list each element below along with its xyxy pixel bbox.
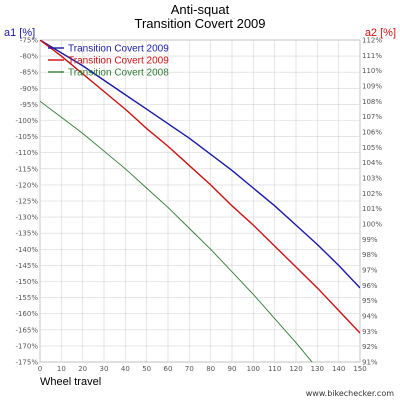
x-tick-label: 30 xyxy=(100,365,109,373)
y-right-tick-label: 97% xyxy=(362,267,378,275)
y-left-tick-label: -80% xyxy=(20,53,38,61)
y-right-tick-label: 91% xyxy=(362,359,378,367)
y-left-tick-label: -150% xyxy=(15,278,38,286)
chart-subtitle: Transition Covert 2009 xyxy=(134,16,265,31)
y-left-tick-label: -140% xyxy=(15,246,38,254)
x-tick-label: 140 xyxy=(332,365,345,373)
y-left-tick-label: -90% xyxy=(20,85,38,93)
x-tick-label: 100 xyxy=(247,365,260,373)
y-right-tick-label: 93% xyxy=(362,328,378,336)
y-left-tick-label: -75% xyxy=(20,37,38,45)
y-right-tick-label: 105% xyxy=(362,144,382,152)
y-left-tick-label: -85% xyxy=(20,69,38,77)
y-left-tick-label: -115% xyxy=(15,165,38,173)
x-tick-label: 120 xyxy=(289,365,302,373)
y-right-tick-label: 103% xyxy=(362,175,382,183)
y-right-tick-label: 101% xyxy=(362,205,382,213)
y-right-tick-label: 112% xyxy=(362,37,382,45)
y-left-tick-label: -125% xyxy=(15,198,38,206)
grid-lines xyxy=(39,39,361,363)
y-right-tick-label: 100% xyxy=(362,221,382,229)
chart-title: Anti-squat xyxy=(171,2,230,17)
series-line-2 xyxy=(40,40,360,334)
x-tick-label: 80 xyxy=(206,365,215,373)
legend-label-3: Transition Covert 2008 xyxy=(68,68,169,79)
y-right-tick-label: 98% xyxy=(362,251,378,259)
x-tick-label: 20 xyxy=(78,365,87,373)
series-line-1 xyxy=(40,40,360,289)
series-line-3 xyxy=(40,100,313,362)
y-right-tick-label: 107% xyxy=(362,113,382,121)
y-left-tick-label: -165% xyxy=(15,326,38,334)
x-tick-label: 70 xyxy=(185,365,194,373)
y-right-tick-label: 110% xyxy=(362,67,382,75)
y-right-tick-label: 92% xyxy=(362,343,378,351)
y-left-axis-title: a1 [%] xyxy=(4,27,35,39)
y-right-tick-label: 95% xyxy=(362,297,378,305)
y-left-tick-label: -110% xyxy=(15,149,38,157)
series-lines xyxy=(40,40,360,362)
y-right-tick-labels: 112% 111% 110% 109% 108% 107% 106% 105% 104% 103%… xyxy=(362,37,382,367)
y-right-tick-label: 106% xyxy=(362,129,382,137)
y-left-tick-label: -105% xyxy=(15,133,38,141)
x-tick-label: 60 xyxy=(164,365,173,373)
y-right-tick-label: 111% xyxy=(362,52,382,60)
x-axis-title: Wheel travel xyxy=(40,376,101,388)
watermark-text: www.bikechecker.com xyxy=(306,389,394,398)
y-right-tick-label: 96% xyxy=(362,282,378,290)
y-right-tick-label: 99% xyxy=(362,236,378,244)
y-right-tick-label: 102% xyxy=(362,190,382,198)
y-left-tick-label: -95% xyxy=(20,101,38,109)
y-right-tick-label: 108% xyxy=(362,98,382,106)
y-left-tick-labels: -75% -80% -85% -90% -95% -100% -105% -110% -115%… xyxy=(15,37,38,367)
y-left-tick-label: -135% xyxy=(15,230,38,238)
x-tick-label: 150 xyxy=(353,365,366,373)
y-left-tick-label: -120% xyxy=(15,181,38,189)
y-left-tick-label: -155% xyxy=(15,294,38,302)
y-left-tick-label: -100% xyxy=(15,117,38,125)
x-tick-labels: 0 10 20 30 40 50 60 70 80 90 100 110 120 130 140 150 xyxy=(38,365,367,373)
y-left-tick-label: -170% xyxy=(15,342,38,350)
y-left-tick-label: -160% xyxy=(15,310,38,318)
y-left-tick-label: -145% xyxy=(15,262,38,270)
y-right-tick-label: 104% xyxy=(362,159,382,167)
y-right-tick-label: 94% xyxy=(362,313,378,321)
y-right-axis-title: a2 [%] xyxy=(365,27,396,39)
x-tick-label: 0 xyxy=(38,365,42,373)
y-left-tick-label: -130% xyxy=(15,214,38,222)
x-tick-label: 50 xyxy=(142,365,151,373)
legend-label-2: Transition Covert 2009 xyxy=(68,56,169,67)
x-tick-label: 130 xyxy=(311,365,324,373)
x-tick-label: 110 xyxy=(268,365,281,373)
x-tick-label: 90 xyxy=(228,365,237,373)
x-tick-label: 10 xyxy=(57,365,66,373)
x-tick-label: 40 xyxy=(121,365,130,373)
y-right-tick-label: 109% xyxy=(362,83,382,91)
legend-label-1: Transition Covert 2009 xyxy=(68,44,169,55)
y-left-tick-label: -175% xyxy=(15,359,38,367)
